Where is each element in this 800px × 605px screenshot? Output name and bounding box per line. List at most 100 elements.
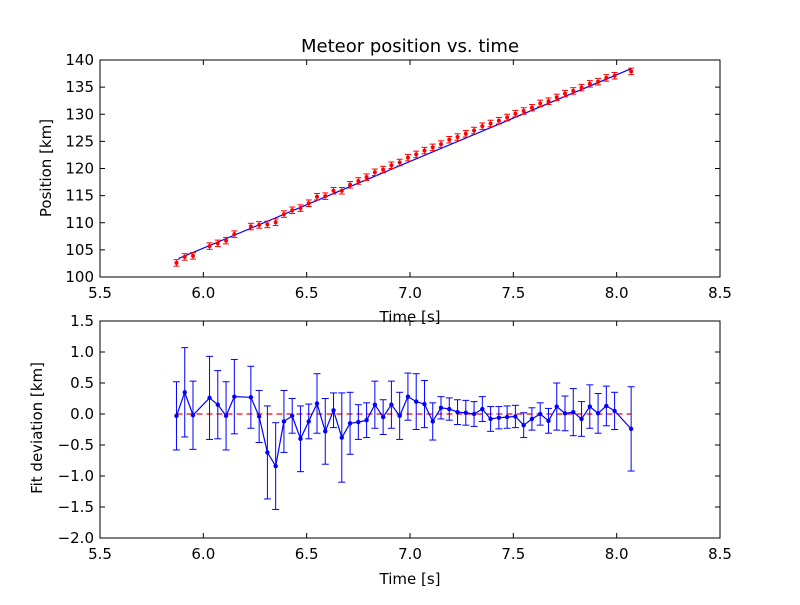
deviation-y-label: Fit deviation [km] xyxy=(28,362,46,494)
position-point xyxy=(521,108,526,113)
y-tick-label: 140 xyxy=(65,51,94,69)
deviation-point xyxy=(281,419,287,424)
deviation-point xyxy=(223,413,229,419)
deviation-point xyxy=(504,414,510,420)
position-point xyxy=(364,175,369,180)
position-point xyxy=(339,188,344,193)
position-point xyxy=(422,148,427,153)
deviation-point xyxy=(571,409,576,415)
position-point xyxy=(612,73,617,78)
deviation-y-ticks: −2.0 −1.5 −1.0 −0.5 0.0 0.5 1.0 1.5 xyxy=(58,312,720,547)
deviation-point xyxy=(587,404,592,409)
deviation-point xyxy=(405,394,411,399)
position-point xyxy=(513,111,518,116)
y-tick-label: 1.0 xyxy=(70,343,94,361)
deviation-point xyxy=(256,414,262,419)
position-point xyxy=(480,124,485,129)
y-tick-label: −2.0 xyxy=(58,529,94,547)
position-point xyxy=(496,118,501,123)
deviation-point xyxy=(372,402,378,407)
position-point xyxy=(414,152,419,157)
deviation-point xyxy=(215,402,220,407)
deviation-point xyxy=(356,419,361,425)
position-point xyxy=(587,81,592,86)
deviation-point xyxy=(513,414,518,419)
position-point xyxy=(215,241,220,246)
deviation-point xyxy=(612,408,617,414)
position-point xyxy=(315,194,319,199)
position-point xyxy=(472,128,477,133)
position-point xyxy=(579,85,584,90)
deviation-point xyxy=(314,401,320,406)
deviation-point xyxy=(380,414,386,420)
deviation-point xyxy=(182,390,187,395)
position-point xyxy=(596,79,601,84)
position-y-label: Position [km] xyxy=(37,119,55,217)
position-y-ticks: 100 105 110 115 120 125 130 135 140 xyxy=(65,51,720,286)
deviation-panel: 5.5 6.0 6.5 7.0 7.5 8.0 8.5 −2.0 −1.5 −1.0 −0.5 0.… xyxy=(28,312,732,588)
position-point xyxy=(182,254,187,259)
y-tick-label: −1.0 xyxy=(58,467,94,485)
deviation-point xyxy=(323,429,328,434)
position-point xyxy=(191,253,195,258)
position-panel: Meteor position vs. time 5.5 6.0 6.5 7.0 7.5… xyxy=(37,36,732,326)
deviation-point xyxy=(347,421,353,426)
position-point xyxy=(381,167,386,172)
x-tick-label: 5.5 xyxy=(88,284,112,302)
position-point xyxy=(546,99,551,104)
deviation-point xyxy=(248,395,254,400)
deviation-point xyxy=(232,394,237,399)
position-point xyxy=(455,135,460,140)
y-tick-label: 115 xyxy=(65,187,94,205)
position-point xyxy=(604,75,609,80)
deviation-point xyxy=(273,463,278,469)
deviation-point xyxy=(422,401,427,407)
position-point xyxy=(248,224,253,229)
position-point xyxy=(405,155,410,160)
position-point xyxy=(563,91,567,96)
position-point xyxy=(207,244,212,249)
x-tick-label: 7.0 xyxy=(398,545,422,563)
x-tick-label: 7.0 xyxy=(398,284,422,302)
deviation-x-ticks: 5.5 6.0 6.5 7.0 7.5 8.0 8.5 xyxy=(88,321,732,563)
deviation-point xyxy=(463,410,468,415)
position-point xyxy=(430,145,435,150)
y-tick-label: −0.5 xyxy=(58,436,94,454)
position-point xyxy=(232,232,237,237)
deviation-point xyxy=(339,435,344,440)
deviation-point xyxy=(521,422,526,428)
position-point xyxy=(281,212,286,217)
y-tick-label: 0.0 xyxy=(70,405,94,423)
y-tick-label: −1.5 xyxy=(58,498,94,516)
position-point xyxy=(529,105,534,110)
deviation-point xyxy=(595,411,601,416)
x-tick-label: 6.0 xyxy=(191,284,215,302)
deviation-point xyxy=(364,418,369,423)
deviation-point xyxy=(471,411,477,417)
position-point xyxy=(290,208,295,213)
position-point xyxy=(273,220,278,225)
deviation-point xyxy=(455,409,460,415)
deviation-point xyxy=(538,411,543,417)
deviation-x-label: Time [s] xyxy=(379,570,441,588)
y-tick-label: 110 xyxy=(65,214,94,232)
x-tick-label: 8.0 xyxy=(605,284,629,302)
deviation-point xyxy=(430,419,435,424)
position-point xyxy=(571,88,576,93)
y-tick-label: 1.5 xyxy=(70,312,94,330)
deviation-point xyxy=(397,413,402,419)
deviation-point xyxy=(298,436,303,441)
deviation-point xyxy=(546,418,551,424)
position-point xyxy=(439,142,443,147)
deviation-point xyxy=(389,402,394,407)
x-tick-label: 7.5 xyxy=(501,545,525,563)
deviation-point xyxy=(480,406,485,412)
deviation-point xyxy=(529,416,535,422)
deviation-point xyxy=(579,416,584,422)
deviation-point xyxy=(554,404,559,409)
y-tick-label: 130 xyxy=(65,105,94,123)
deviation-point xyxy=(265,450,270,455)
position-point xyxy=(488,121,493,126)
x-tick-label: 8.5 xyxy=(708,545,732,563)
